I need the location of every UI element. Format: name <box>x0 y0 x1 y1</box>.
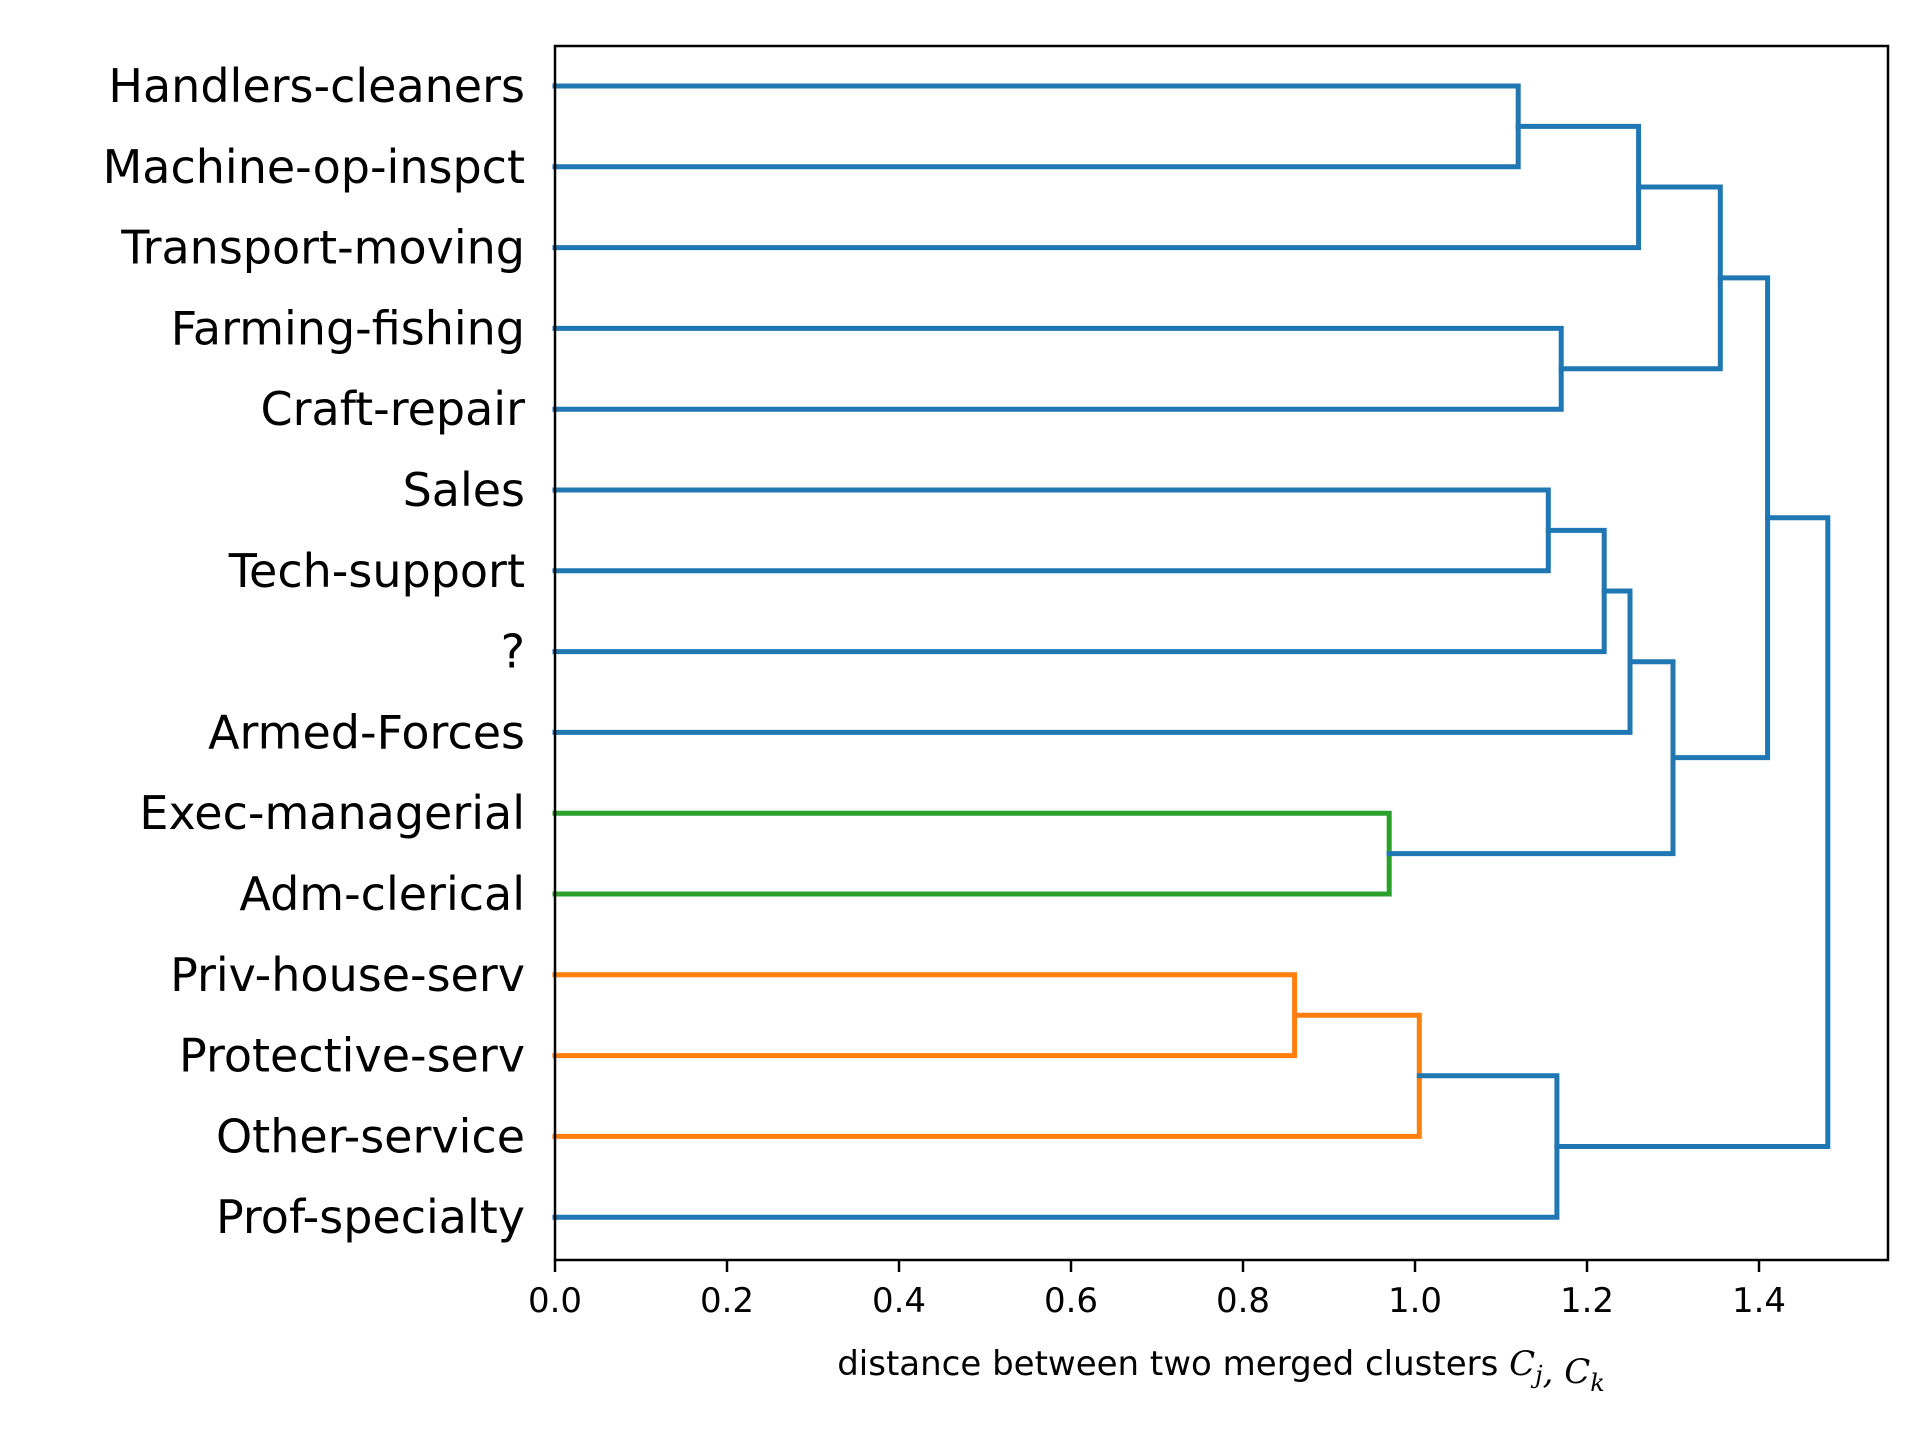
x-axis-title-text: distance between two merged clusters <box>837 1344 1509 1384</box>
plot-frame <box>553 44 1890 1262</box>
leaf-label-handlers-cleaners: Handlers-cleaners <box>108 59 525 113</box>
dendrogram-link-m8 <box>552 810 1392 897</box>
leaf-label-machine-op-inspct: Machine-op-inspct <box>103 140 525 194</box>
x-axis-title-math-part: C <box>1509 1344 1535 1384</box>
leaf-label-unknown: ? <box>501 625 525 679</box>
x-axis-title-math-subscript: k <box>1590 1369 1605 1397</box>
leaf-label-sales: Sales <box>403 463 525 517</box>
dendrogram-link-m1 <box>552 83 1521 170</box>
leaf-label-craft-repair: Craft-repair <box>260 382 525 436</box>
dendrogram-link-m11 <box>552 972 1298 1059</box>
dendrogram-links <box>552 83 1831 1220</box>
x-tick-label: 0.8 <box>1216 1281 1270 1321</box>
x-axis-title-math: Cj, Ck <box>1509 1344 1605 1397</box>
x-tick-label: 1.2 <box>1560 1281 1614 1321</box>
leaf-label-farming-fishing: Farming-fishing <box>171 301 525 355</box>
leaf-label-adm-clerical: Adm-clerical <box>239 867 525 921</box>
leaf-label-other-service: Other-service <box>216 1109 525 1163</box>
leaf-label-prof-specialty: Prof-specialty <box>216 1190 525 1244</box>
leaf-label-armed-forces: Armed-Forces <box>208 705 525 759</box>
x-tick-label: 0.4 <box>872 1281 926 1321</box>
leaf-labels: Handlers-cleaners Machine-op-inspct Transp… <box>103 59 525 1244</box>
leaf-label-exec-managerial: Exec-managerial <box>139 786 525 840</box>
dendrogram-link-m6 <box>552 527 1607 655</box>
dendrogram-link-m2 <box>552 123 1642 251</box>
dendrogram-link-m14 <box>1554 515 1831 1149</box>
x-axis-ticks: 0.0 0.2 0.4 0.6 0.8 1.0 1.2 1.4 <box>528 1260 1786 1321</box>
x-tick-label: 1.4 <box>1732 1281 1786 1321</box>
leaf-label-priv-house-serv: Priv-house-serv <box>170 948 525 1002</box>
x-tick-label: 1.0 <box>1388 1281 1442 1321</box>
x-axis-title-math-part: C <box>1564 1352 1590 1392</box>
dendrogram-link-m5 <box>552 487 1551 574</box>
dendrogram-link-m12 <box>552 1012 1422 1139</box>
leaf-label-protective-serv: Protective-serv <box>179 1029 525 1083</box>
leaf-label-transport-moving: Transport-moving <box>120 221 525 275</box>
leaf-label-tech-support: Tech-support <box>228 544 525 598</box>
x-tick-label: 0.6 <box>1044 1281 1098 1321</box>
dendrogram-link-m3 <box>552 325 1564 412</box>
x-tick-label: 0.2 <box>700 1281 754 1321</box>
x-axis-title: distance between two merged clusters Cj,… <box>837 1344 1605 1397</box>
dendrogram-link-m13 <box>552 1073 1560 1220</box>
x-axis-title-math-part: , <box>1543 1352 1565 1392</box>
dendrogram-link-m7 <box>552 588 1633 735</box>
x-tick-label: 0.0 <box>528 1281 582 1321</box>
